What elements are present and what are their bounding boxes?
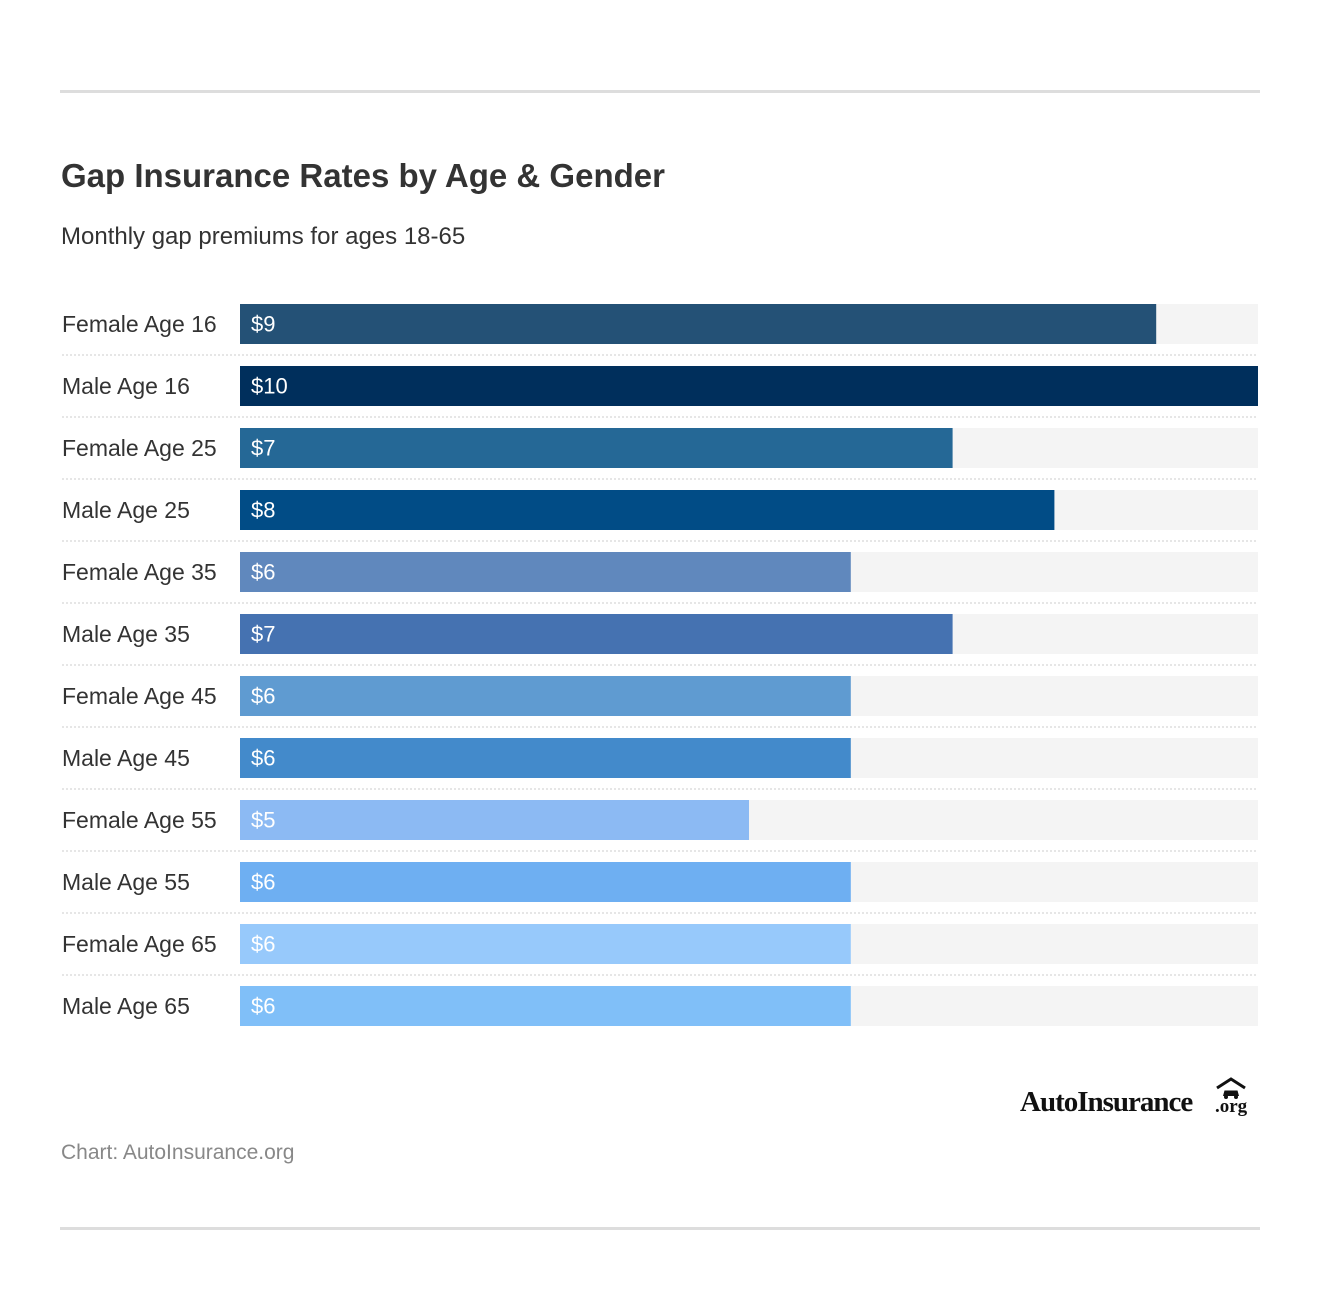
category-label: Male Age 55 [62, 869, 190, 895]
category-label: Male Age 16 [62, 373, 190, 399]
logo-text: AutoInsurance [1020, 1086, 1193, 1118]
category-label: Male Age 25 [62, 497, 190, 523]
bar [240, 304, 1157, 344]
bar-value-label: $7 [251, 436, 275, 461]
category-label: Male Age 35 [62, 621, 190, 647]
bar [240, 614, 953, 654]
bar-value-label: $7 [251, 622, 275, 647]
bar [240, 428, 953, 468]
category-label: Female Age 65 [62, 931, 217, 957]
bar [240, 862, 851, 902]
bar [240, 738, 851, 778]
bar-value-label: $8 [251, 498, 275, 523]
bar-value-label: $6 [251, 684, 275, 709]
bar-value-label: $6 [251, 932, 275, 957]
category-label: Female Age 55 [62, 807, 217, 833]
bar [240, 676, 851, 716]
bar-value-label: $6 [251, 746, 275, 771]
category-label: Male Age 45 [62, 745, 190, 771]
chart-subtitle: Monthly gap premiums for ages 18-65 [61, 223, 466, 250]
chart-title: Gap Insurance Rates by Age & Gender [61, 157, 665, 194]
bar [240, 366, 1258, 406]
bar-value-label: $6 [251, 870, 275, 895]
chart-source: Chart: AutoInsurance.org [61, 1141, 295, 1164]
bar-value-label: $5 [251, 808, 275, 833]
bar [240, 924, 851, 964]
bar-value-label: $6 [251, 994, 275, 1019]
bar-value-label: $10 [251, 374, 288, 399]
bar [240, 986, 851, 1026]
category-label: Female Age 16 [62, 311, 217, 337]
autoinsurance-logo: AutoInsurance .org [1020, 1076, 1252, 1122]
bar [240, 552, 851, 592]
bar-value-label: $9 [251, 312, 275, 337]
category-label: Male Age 65 [62, 993, 190, 1019]
category-label: Female Age 25 [62, 435, 217, 461]
bar [240, 800, 749, 840]
category-label: Female Age 35 [62, 559, 217, 585]
top-divider [60, 90, 1260, 93]
category-label: Female Age 45 [62, 683, 217, 709]
car-garage-icon [1216, 1077, 1246, 1099]
logo-suffix: .org [1215, 1096, 1248, 1117]
bottom-divider [60, 1227, 1260, 1230]
bar-value-label: $6 [251, 560, 275, 585]
bar [240, 490, 1055, 530]
